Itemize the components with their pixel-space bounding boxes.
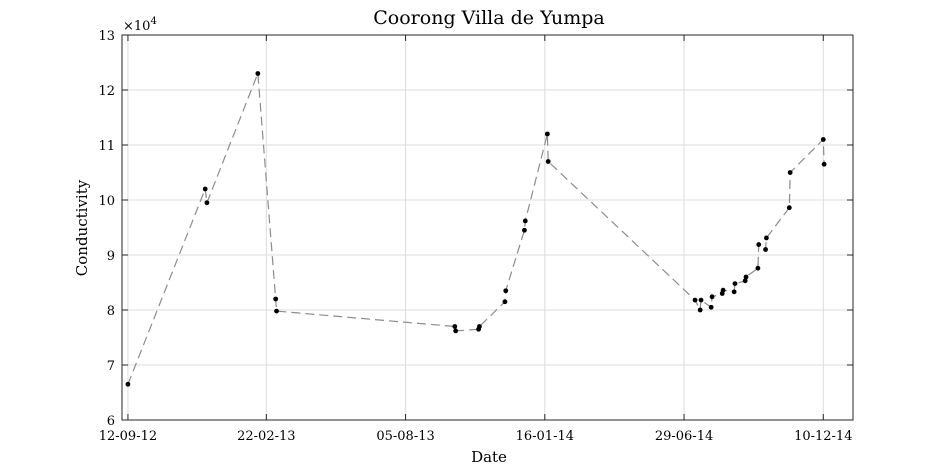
data-point — [273, 296, 279, 302]
data-point — [756, 242, 762, 247]
y-axis-label: Conductivity — [73, 179, 91, 276]
data-point — [708, 304, 714, 310]
series-line — [127, 73, 825, 385]
data-point — [125, 381, 131, 387]
y-exponent-base: ×10 — [123, 19, 150, 34]
data-point — [503, 288, 509, 294]
chart-title: Coorong Villa de Yumpa — [373, 7, 604, 29]
x-tick-label: 29-06-14 — [655, 429, 713, 444]
x-tick-label: 12-09-12 — [99, 429, 157, 444]
data-point — [720, 287, 726, 293]
data-point — [202, 186, 208, 192]
data-point — [522, 227, 527, 233]
y-tick-label: 7 — [107, 359, 115, 374]
data-point — [764, 235, 769, 241]
data-point — [522, 218, 528, 224]
data-point — [732, 281, 738, 286]
data-point — [204, 200, 210, 206]
y-tick-label: 9 — [107, 249, 115, 264]
label-layer: 6 7 8 9 10 11 12 13 12-09-12 22-02-13 05-08-13 16-0… — [98, 29, 852, 444]
marker-layer — [125, 71, 827, 387]
x-tick-label: 05-08-13 — [376, 429, 434, 444]
data-point — [786, 205, 792, 211]
grid-layer — [122, 34, 853, 421]
data-point — [731, 289, 737, 295]
data-point — [709, 294, 715, 300]
data-point — [544, 131, 550, 137]
line-layer — [127, 73, 825, 385]
plot-frame — [121, 34, 854, 421]
y-tick-label: 10 — [98, 194, 115, 209]
data-point — [821, 161, 827, 167]
y-tick-label: 13 — [98, 29, 115, 44]
data-point — [743, 274, 749, 280]
data-point — [453, 328, 459, 334]
data-point — [545, 159, 551, 164]
data-point — [502, 299, 508, 305]
x-tick-label: 16-01-14 — [516, 429, 574, 444]
data-point — [477, 324, 482, 329]
data-point — [755, 265, 761, 271]
y-tick-label: 11 — [98, 139, 115, 154]
data-point — [763, 247, 768, 252]
data-point — [697, 307, 703, 313]
data-point — [698, 297, 704, 303]
y-tick-label: 6 — [107, 414, 115, 429]
data-point — [742, 278, 748, 284]
y-exponent-power: 4 — [150, 16, 156, 27]
data-point — [787, 170, 793, 175]
y-tick-label: 8 — [107, 304, 115, 319]
data-point — [452, 324, 458, 329]
tick-layer — [122, 34, 853, 421]
data-point — [255, 71, 261, 76]
data-point — [692, 297, 698, 303]
y-exponent-label: ×104 — [123, 16, 157, 34]
x-axis-label: Date — [471, 448, 507, 466]
x-tick-label: 22-02-13 — [237, 429, 295, 444]
x-tick-label: 10-12-14 — [794, 429, 852, 444]
data-point — [274, 308, 279, 314]
data-point — [820, 137, 826, 142]
y-tick-label: 12 — [98, 84, 115, 99]
